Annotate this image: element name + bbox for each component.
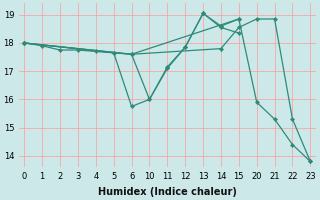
X-axis label: Humidex (Indice chaleur): Humidex (Indice chaleur) xyxy=(98,187,237,197)
